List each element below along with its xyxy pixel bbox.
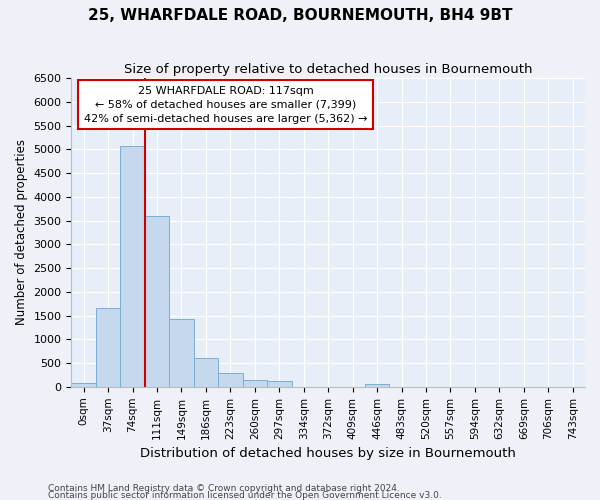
Text: Contains HM Land Registry data © Crown copyright and database right 2024.: Contains HM Land Registry data © Crown c… bbox=[48, 484, 400, 493]
Text: 25, WHARFDALE ROAD, BOURNEMOUTH, BH4 9BT: 25, WHARFDALE ROAD, BOURNEMOUTH, BH4 9BT bbox=[88, 8, 512, 22]
Bar bbox=[194, 358, 218, 387]
Text: Contains public sector information licensed under the Open Government Licence v3: Contains public sector information licen… bbox=[48, 491, 442, 500]
Bar bbox=[267, 380, 292, 387]
Y-axis label: Number of detached properties: Number of detached properties bbox=[15, 140, 28, 326]
Bar bbox=[242, 380, 267, 387]
Bar bbox=[169, 319, 194, 387]
Bar bbox=[365, 384, 389, 387]
Text: 25 WHARFDALE ROAD: 117sqm
← 58% of detached houses are smaller (7,399)
42% of se: 25 WHARFDALE ROAD: 117sqm ← 58% of detac… bbox=[84, 86, 367, 124]
Bar bbox=[71, 383, 96, 387]
X-axis label: Distribution of detached houses by size in Bournemouth: Distribution of detached houses by size … bbox=[140, 447, 516, 460]
Bar bbox=[96, 308, 121, 387]
Title: Size of property relative to detached houses in Bournemouth: Size of property relative to detached ho… bbox=[124, 62, 532, 76]
Bar bbox=[218, 372, 242, 387]
Bar bbox=[121, 146, 145, 387]
Bar bbox=[145, 216, 169, 387]
